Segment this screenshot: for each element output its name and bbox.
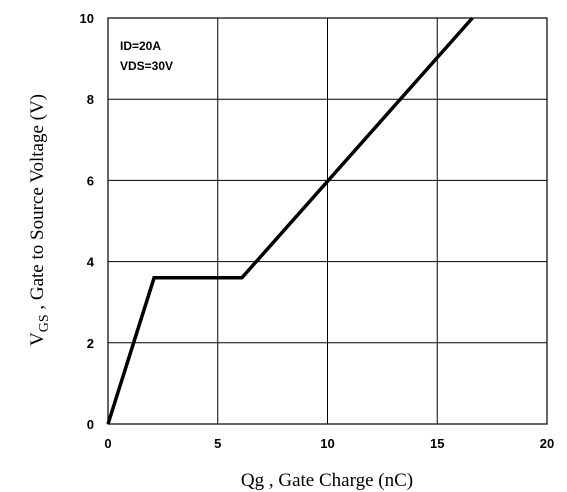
y-tick-label: 4 <box>87 255 95 270</box>
y-axis-title-rest: , Gate to Source Voltage (V) <box>27 94 48 314</box>
x-tick-label: 15 <box>430 436 444 451</box>
gate-charge-curve <box>106 16 474 425</box>
y-tick-label: 0 <box>87 417 94 432</box>
y-axis-title-sub: GS <box>37 314 52 332</box>
y-tick-label: 6 <box>87 173 94 188</box>
x-tick-label: 5 <box>214 436 221 451</box>
y-tick-label: 8 <box>87 92 94 107</box>
plot-frame <box>107 17 548 425</box>
y-axis-title-main: V <box>27 332 48 346</box>
annotation-vds: VDS=30V <box>120 59 173 73</box>
x-tick-label: 10 <box>320 436 334 451</box>
y-axis-title: VGS , Gate to Source Voltage (V) <box>27 94 52 346</box>
annotation-id: ID=20A <box>120 39 161 53</box>
x-tick-labels: 0 5 10 15 20 <box>104 436 554 451</box>
x-tick-label: 0 <box>104 436 111 451</box>
y-tick-labels: 0 2 4 6 8 10 <box>80 11 95 432</box>
x-axis-title: Qg , Gate Charge (nC) <box>241 470 413 491</box>
x-tick-label: 20 <box>540 436 554 451</box>
y-tick-label: 2 <box>87 336 94 351</box>
grid <box>107 17 548 425</box>
y-tick-label: 10 <box>80 11 94 26</box>
